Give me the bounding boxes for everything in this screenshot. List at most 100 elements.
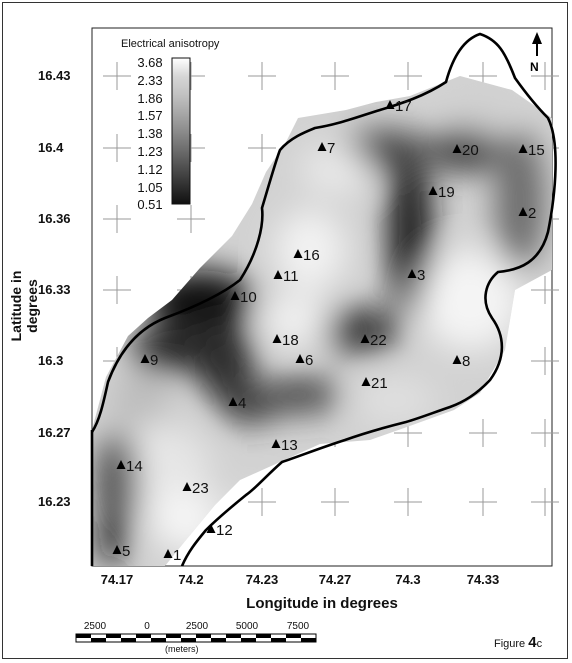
station-marker-icon: [317, 142, 327, 151]
station-11: 11: [273, 268, 299, 285]
station-marker-icon: [140, 354, 150, 363]
scale-bar-segment: [181, 638, 196, 642]
station-14: 14: [116, 458, 143, 475]
station-marker-icon: [182, 482, 192, 491]
station-4: 4: [228, 395, 246, 412]
station-marker-icon: [272, 334, 282, 343]
station-label: 10: [240, 289, 257, 306]
station-20: 20: [452, 142, 479, 159]
scale-bar-unit: (meters): [165, 644, 199, 654]
station-17: 17: [385, 98, 412, 115]
grid-cross: [469, 419, 497, 447]
plot-area: [91, 27, 553, 567]
basin-boundary: [90, 32, 557, 567]
station-label: 13: [281, 437, 298, 454]
figure-label-suffix: c: [536, 638, 543, 650]
grid-cross: [248, 488, 276, 516]
station-label: 16: [303, 247, 320, 264]
grid-cross: [177, 205, 205, 233]
station-marker-icon: [428, 186, 438, 195]
grid-cross: [394, 488, 422, 516]
station-label: 17: [395, 98, 412, 115]
station-marker-icon: [228, 397, 238, 406]
station-8: 8: [452, 353, 470, 370]
station-label: 19: [438, 184, 455, 201]
station-marker-icon: [116, 460, 126, 469]
station-marker-icon: [293, 249, 303, 258]
scale-bar-segment: [211, 638, 226, 642]
station-label: 11: [283, 268, 299, 285]
figure-label: Figure 4c: [494, 634, 542, 651]
station-label: 5: [122, 543, 130, 560]
grid-cross: [103, 205, 131, 233]
north-label: N: [530, 60, 539, 74]
x-tick-label: 74.2: [178, 572, 204, 587]
scale-bar-segment: [136, 634, 151, 638]
legend-value-label: 1.57: [137, 108, 163, 124]
grid-cross: [394, 62, 422, 90]
scale-bar-segment: [286, 634, 301, 638]
station-22: 22: [360, 332, 387, 349]
station-15: 15: [518, 142, 545, 159]
legend-value-label: 1.23: [137, 144, 163, 159]
station-3: 3: [407, 267, 425, 284]
station-19: 19: [428, 184, 455, 201]
station-label: 12: [216, 522, 233, 539]
station-label: 3: [417, 267, 425, 284]
legend-title: Electrical anisotropy: [121, 38, 220, 50]
scale-bar-segment: [166, 634, 181, 638]
station-10: 10: [230, 289, 257, 306]
station-18: 18: [272, 332, 299, 349]
y-tick-label: 16.3: [38, 353, 64, 368]
grid-cross: [531, 419, 559, 447]
station-label: 9: [150, 352, 158, 369]
x-tick-label: 74.3: [395, 572, 421, 587]
scale-bar: [75, 633, 317, 643]
y-tick-label: 16.36: [38, 211, 71, 226]
legend-value-label: 1.12: [137, 161, 163, 177]
x-tick-label: 74.27: [318, 572, 352, 587]
grid-cross: [531, 488, 559, 516]
x-tick-label: 74.33: [466, 572, 500, 587]
legend-value-label: 1.38: [137, 126, 163, 142]
grid-cross: [321, 62, 349, 90]
scale-bar-label: 5000: [235, 621, 259, 632]
station-marker-icon: [273, 270, 283, 279]
station-6: 6: [295, 352, 313, 369]
north-arrow-icon: [532, 32, 542, 56]
station-label: 1: [173, 547, 181, 564]
y-tick-label: 16.43: [38, 68, 71, 83]
station-label: 20: [462, 142, 479, 159]
legend-value-label: 2.33: [137, 72, 163, 88]
station-marker-icon: [407, 269, 417, 278]
scale-bar-segment: [241, 638, 256, 642]
station-2: 2: [518, 205, 536, 222]
legend-value-label: 0.51: [137, 197, 163, 213]
scale-bar-segment: [76, 634, 91, 638]
station-label: 21: [371, 375, 388, 392]
grid-cross: [469, 488, 497, 516]
station-marker-icon: [163, 549, 173, 558]
station-marker-icon: [295, 354, 305, 363]
grid-cross: [531, 347, 559, 375]
station-9: 9: [140, 352, 158, 369]
figure-label-number: 4: [528, 634, 537, 651]
station-5: 5: [112, 543, 130, 560]
station-label: 7: [327, 140, 335, 157]
station-marker-icon: [452, 355, 462, 364]
legend-value-label: 3.68: [137, 55, 163, 70]
scale-bar-label: 0: [144, 621, 150, 632]
grid-cross: [103, 134, 131, 162]
legend-color-ramp: [171, 57, 191, 205]
station-marker-icon: [518, 144, 528, 153]
station-label: 23: [192, 480, 209, 497]
station-label: 8: [462, 353, 470, 370]
x-tick-label: 74.17: [100, 572, 134, 587]
station-label: 15: [528, 142, 545, 159]
legend-value-label: 1.86: [137, 90, 163, 106]
scale-bar-segment: [121, 638, 136, 642]
y-tick-label: 16.4: [38, 140, 64, 155]
